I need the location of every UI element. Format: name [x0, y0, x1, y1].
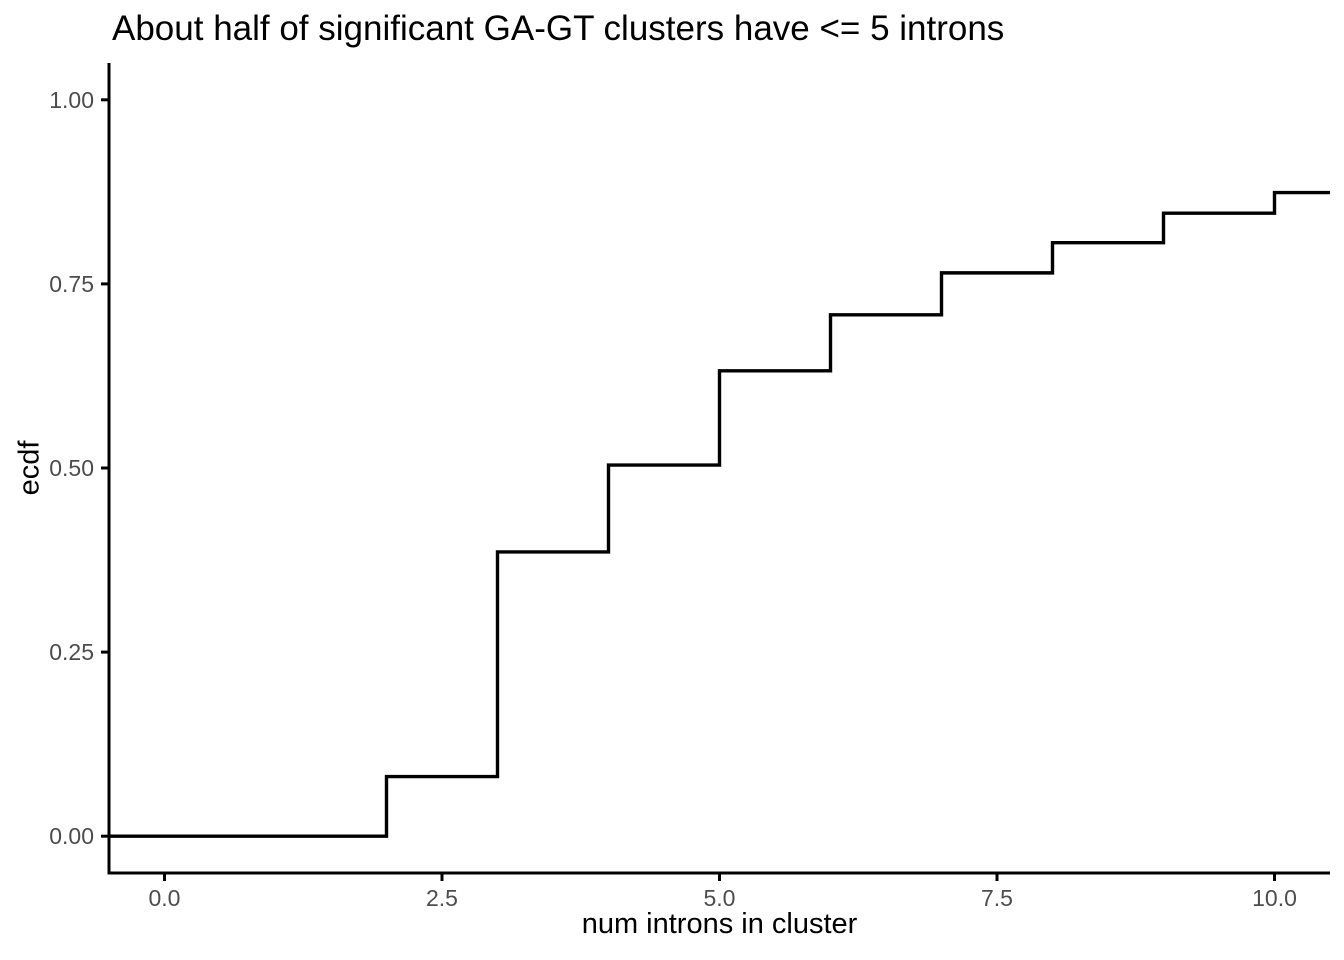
y-tick-label: 0.00 [49, 823, 94, 849]
y-tick-label: 1.00 [49, 87, 94, 113]
x-tick-label: 10.0 [1252, 885, 1297, 911]
x-tick-label: 5.0 [704, 885, 736, 911]
x-tick-label: 2.5 [426, 885, 458, 911]
y-tick-label: 0.25 [49, 639, 94, 665]
x-tick-label: 0.0 [149, 885, 181, 911]
plot-title: About half of significant GA-GT clusters… [112, 9, 1005, 48]
y-tick-label: 0.50 [49, 455, 94, 481]
ecdf-step-line [109, 190, 1330, 838]
x-axis-title: num introns in cluster [581, 908, 858, 940]
y-axis-title: ecdf [13, 440, 46, 496]
y-tick-label: 0.75 [49, 271, 94, 297]
x-tick-label: 7.5 [981, 885, 1013, 911]
